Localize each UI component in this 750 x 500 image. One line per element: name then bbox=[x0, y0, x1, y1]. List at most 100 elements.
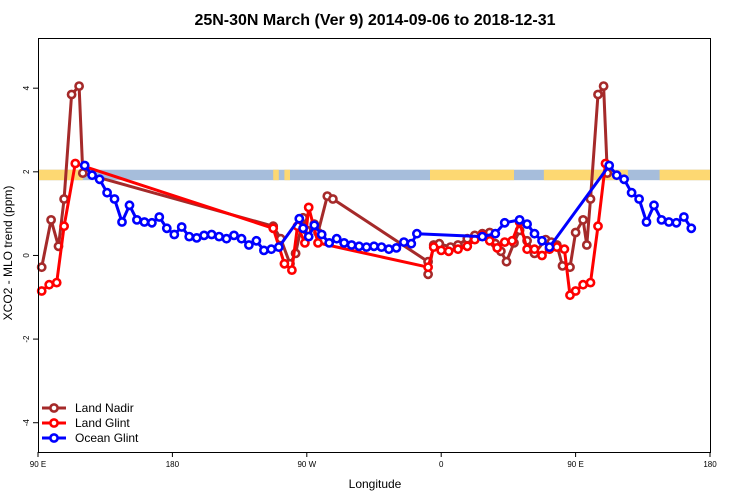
data-point bbox=[36, 262, 47, 273]
data-point bbox=[236, 233, 247, 244]
data-point bbox=[626, 187, 637, 198]
data-point bbox=[436, 245, 447, 256]
data-point bbox=[428, 242, 439, 252]
data-point bbox=[641, 217, 652, 227]
data-point bbox=[593, 221, 603, 232]
series-line bbox=[40, 162, 607, 297]
data-point bbox=[309, 220, 320, 231]
data-point bbox=[649, 200, 659, 211]
series-ocean-glint bbox=[79, 160, 697, 256]
legend-item: Land Glint bbox=[42, 416, 130, 430]
data-point bbox=[229, 230, 239, 241]
data-point bbox=[406, 238, 417, 249]
data-point bbox=[686, 223, 697, 234]
data-point bbox=[161, 223, 172, 234]
data-point bbox=[258, 245, 269, 256]
legend-label: Ocean Glint bbox=[75, 431, 139, 445]
legend-marker bbox=[49, 418, 59, 428]
data-point bbox=[331, 233, 342, 244]
y-axis: -4 -2 0 2 4 bbox=[22, 85, 38, 426]
data-point bbox=[443, 246, 454, 257]
data-point bbox=[398, 237, 409, 247]
legend-label: Land Nadir bbox=[75, 401, 134, 415]
data-point bbox=[154, 212, 165, 222]
data-point bbox=[139, 217, 150, 227]
data-point bbox=[423, 262, 433, 273]
data-point bbox=[70, 158, 81, 169]
data-point bbox=[611, 170, 622, 181]
data-point bbox=[327, 194, 338, 204]
data-point bbox=[243, 240, 254, 250]
x-axis-label: Longitude bbox=[349, 477, 402, 491]
data-point bbox=[94, 174, 105, 185]
data-point bbox=[499, 237, 510, 247]
data-point bbox=[221, 233, 232, 244]
data-point bbox=[537, 235, 547, 246]
data-point bbox=[570, 286, 581, 296]
data-point bbox=[354, 241, 364, 252]
data-point bbox=[44, 279, 55, 290]
data-point bbox=[383, 244, 394, 255]
data-point bbox=[619, 174, 629, 185]
data-point bbox=[294, 213, 305, 224]
legend-label: Land Glint bbox=[75, 416, 130, 430]
y-tick-label: -2 bbox=[22, 335, 31, 343]
legend-item: Ocean Glint bbox=[42, 431, 139, 445]
data-point bbox=[679, 212, 689, 222]
data-point bbox=[453, 244, 463, 255]
land-segment bbox=[38, 169, 83, 181]
data-point bbox=[361, 242, 372, 252]
ocean-band bbox=[38, 169, 710, 181]
data-point bbox=[369, 241, 379, 252]
data-point bbox=[507, 235, 517, 246]
y-tick-label: 2 bbox=[22, 169, 31, 174]
data-point bbox=[109, 194, 120, 204]
data-point bbox=[492, 242, 503, 253]
data-point bbox=[462, 241, 473, 252]
x-tick-label: 90 E bbox=[567, 460, 583, 469]
legend-marker bbox=[49, 403, 59, 413]
data-point bbox=[313, 237, 323, 248]
land-segment bbox=[284, 169, 290, 181]
data-point bbox=[117, 217, 127, 227]
legend-item: Land Nadir bbox=[42, 401, 134, 415]
data-point bbox=[514, 214, 525, 225]
data-point bbox=[303, 231, 314, 242]
data-point bbox=[303, 202, 314, 213]
data-point bbox=[411, 228, 422, 239]
data-point bbox=[199, 230, 209, 241]
data-point bbox=[578, 214, 588, 225]
land-segment bbox=[430, 169, 514, 181]
data-point bbox=[484, 235, 495, 246]
data-point bbox=[593, 89, 603, 100]
data-point bbox=[51, 277, 62, 288]
data-point bbox=[102, 187, 112, 198]
data-point bbox=[339, 237, 349, 248]
data-point bbox=[490, 228, 501, 239]
y-tick-label: 0 bbox=[22, 253, 31, 258]
data-point bbox=[529, 228, 540, 239]
data-point bbox=[286, 265, 297, 275]
data-point bbox=[499, 217, 510, 228]
x-tick-label: 90 W bbox=[297, 460, 316, 469]
data-point bbox=[184, 231, 195, 242]
data-point bbox=[501, 256, 512, 267]
data-point bbox=[251, 235, 262, 246]
y-tick-label: 4 bbox=[22, 85, 31, 90]
data-point bbox=[273, 242, 284, 252]
data-point bbox=[316, 229, 327, 240]
data-point bbox=[559, 244, 570, 255]
data-point bbox=[169, 229, 180, 240]
data-point bbox=[87, 170, 97, 181]
data-point bbox=[585, 194, 596, 204]
plot-frame bbox=[38, 38, 711, 453]
data-point bbox=[477, 231, 488, 242]
land-segment bbox=[659, 169, 710, 181]
data-point bbox=[298, 223, 308, 234]
data-point bbox=[604, 160, 615, 171]
x-tick-label: 0 bbox=[439, 460, 444, 469]
data-point bbox=[36, 286, 47, 296]
